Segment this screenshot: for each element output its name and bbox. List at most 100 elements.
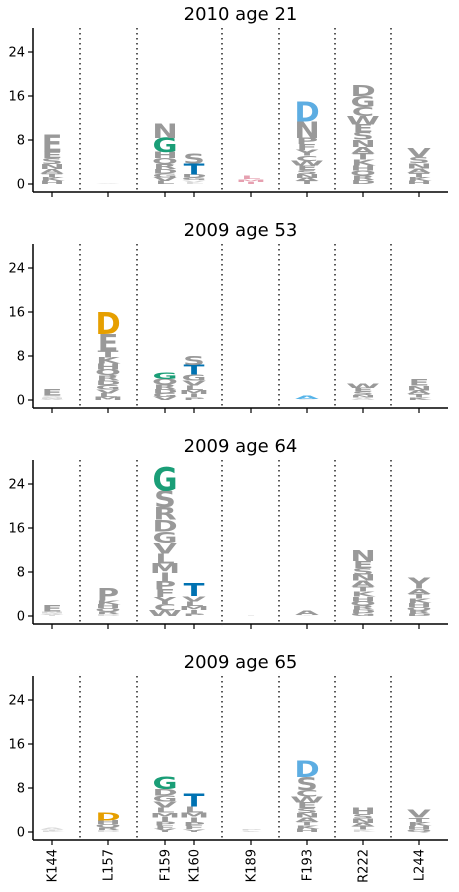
logo-letter: L	[184, 385, 203, 392]
logo-letter: L	[155, 180, 175, 185]
logo-letter: P	[154, 580, 176, 593]
logo-letter: A	[40, 827, 64, 830]
logo-letter: N	[152, 120, 178, 143]
logo-letter: A	[40, 613, 64, 615]
logo-letter: K	[407, 598, 432, 605]
logo-letter: L	[155, 551, 174, 567]
logo-letter: Q	[406, 829, 432, 833]
logo-letter: F	[155, 825, 176, 830]
logo-letter: A	[295, 395, 319, 400]
logo-stack-K189: YFP	[239, 830, 263, 833]
logo-letter: D	[350, 609, 375, 614]
logo-stack-L157: A	[96, 183, 120, 184]
logo-letter: D	[181, 174, 206, 179]
logo-letter: P	[97, 585, 119, 605]
logo-letter: M	[236, 179, 266, 183]
logo-letter: F	[297, 143, 318, 152]
logo-letter: R	[351, 605, 375, 611]
logo-letter: D	[95, 307, 120, 342]
logo-letter: I	[188, 393, 199, 398]
y-tick-label: 8	[17, 566, 25, 581]
logo-letter: H	[294, 828, 320, 833]
x-tick-label: F193	[301, 849, 316, 881]
logo-letter: Y	[295, 615, 319, 616]
logo-letter: S	[296, 807, 318, 815]
logo-stack-K189: I	[245, 615, 256, 616]
logo-letter: S	[154, 487, 176, 513]
logo-letter: F	[297, 399, 318, 400]
logo-letter: H	[406, 602, 432, 608]
logo-letter: D	[152, 516, 177, 535]
logo-letter: T	[409, 394, 430, 399]
logo-letter: R	[153, 504, 177, 524]
logo-letter: P	[154, 821, 176, 827]
logo-letter: T	[297, 821, 318, 827]
logo-letter: N	[294, 173, 320, 179]
logo-letter: C	[154, 603, 176, 613]
logo-letter: G	[152, 173, 177, 179]
logo-letter: W	[346, 114, 380, 127]
logo-letter: N	[294, 812, 320, 819]
logo-stack-K189: IML	[236, 175, 266, 185]
y-tick-label: 8	[17, 350, 25, 365]
logo-letter: E	[353, 560, 374, 571]
logo-letter: N	[39, 611, 65, 614]
logo-letter: Y	[407, 575, 431, 593]
logo-letter: E	[353, 387, 374, 393]
logo-letter: Q	[95, 608, 121, 613]
logo-letter: I	[159, 571, 170, 585]
logo-letter: K	[407, 397, 432, 401]
logo-letter: N	[294, 118, 320, 144]
logo-letter: V	[182, 595, 207, 603]
logo-letter: N	[350, 573, 376, 583]
logo-letter: S	[352, 566, 374, 576]
logo-letter: I	[245, 182, 256, 185]
logo-letter: A	[295, 817, 319, 824]
logo-letter: A	[40, 399, 64, 401]
logo-letter: C	[352, 105, 374, 119]
logo-letter: E	[409, 378, 430, 388]
logo-letter: L	[155, 806, 174, 814]
logo-letter: D	[152, 168, 177, 175]
logo-letter: N	[350, 818, 376, 825]
logo-letter: N	[350, 547, 376, 565]
logo-letter: F	[184, 825, 205, 830]
logo-letter: N	[406, 385, 432, 392]
logo-letter: A	[96, 183, 120, 184]
logo-letter: G	[350, 93, 375, 111]
logo-letter: I	[188, 609, 199, 614]
logo-letter: T	[42, 173, 63, 179]
logo-letter: T	[353, 152, 375, 162]
x-tick-label: R222	[357, 849, 372, 883]
logo-letter: D	[95, 811, 120, 823]
logo-letter: E	[42, 130, 63, 158]
logo-letter: A	[407, 390, 431, 396]
logo-letter: T	[353, 585, 375, 594]
y-tick-label: 24	[8, 46, 25, 61]
logo-letter: E	[42, 388, 63, 398]
logo-letter: K	[351, 158, 376, 167]
logo-letter: P	[183, 613, 205, 617]
logo-letter: P	[296, 136, 318, 146]
logo-letter: N	[39, 397, 65, 399]
logo-letter: S	[41, 395, 63, 398]
logo-letter: Q	[152, 378, 178, 387]
y-tick-label: 16	[8, 738, 25, 753]
logo-letter: L	[241, 175, 261, 180]
x-tick-label: F159	[159, 849, 174, 881]
logo-letter: D	[350, 179, 375, 185]
logo-letter: T	[409, 593, 430, 601]
logo-letter: C	[296, 789, 318, 799]
logo-letter: M	[179, 389, 209, 395]
logo-letter: G	[152, 462, 177, 499]
logo-letter: H	[95, 604, 121, 610]
logo-letter: H	[350, 596, 376, 603]
